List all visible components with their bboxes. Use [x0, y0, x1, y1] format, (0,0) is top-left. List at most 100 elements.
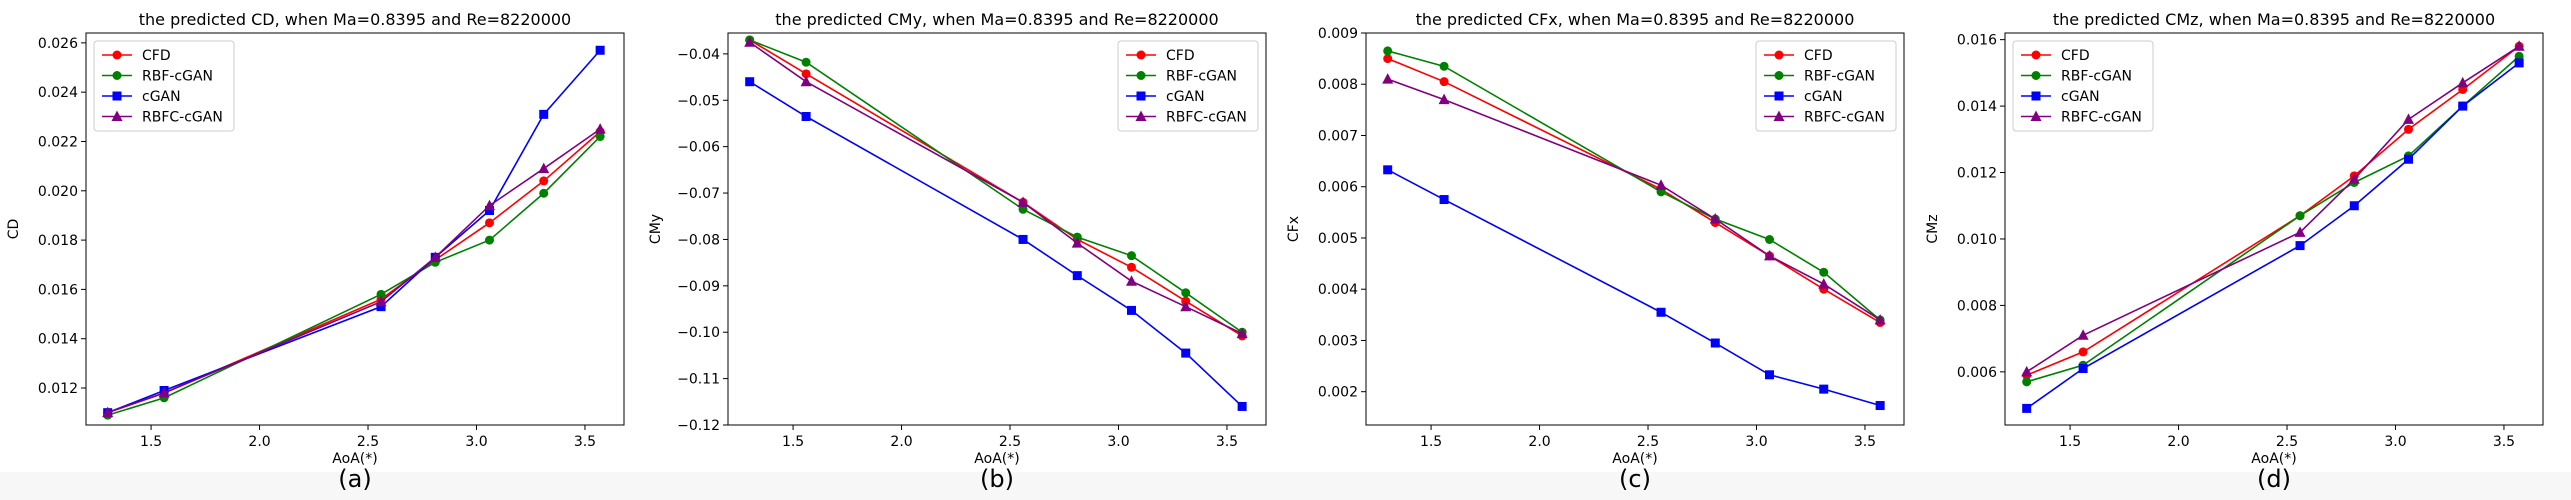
- y-tick-label: 0.022: [38, 134, 78, 150]
- x-tick-label: 2.5: [357, 434, 379, 450]
- data-point-rbf-cgan: [1765, 235, 1774, 245]
- data-point-cgan: [2349, 201, 2359, 211]
- panel-label: (b): [980, 465, 1014, 493]
- panel-label: (a): [338, 465, 371, 493]
- legend-label: CFD: [2061, 48, 2090, 64]
- legend-label: cGAN: [1166, 89, 1205, 105]
- legend-label: CFD: [142, 48, 171, 64]
- y-tick-label: −0.06: [677, 140, 720, 156]
- y-tick-label: 0.020: [38, 184, 78, 200]
- data-point-cgan: [1819, 384, 1829, 394]
- chart-panel-4: the predicted CMz, when Ma=0.8395 and Re…: [1925, 10, 2544, 493]
- data-point-rbfc-cgan: [1236, 327, 1248, 339]
- legend: CFD RBF-cGAN cGAN RBFC-cGAN: [93, 40, 235, 132]
- data-point-cfd: [2404, 124, 2413, 134]
- data-point-rbf-cgan: [1018, 204, 1028, 214]
- data-point-cfd: [2078, 347, 2088, 357]
- data-point-rbfc-cgan: [594, 123, 606, 134]
- data-point-rbfc-cgan: [1382, 73, 1394, 84]
- data-point-rbf-cgan: [2295, 211, 2305, 221]
- data-point-rbfc-cgan: [1180, 300, 1192, 312]
- panel-label: (d): [2257, 465, 2291, 493]
- legend-marker: [1136, 91, 1146, 101]
- data-point-cgan: [1018, 234, 1028, 244]
- legend-marker: [1136, 71, 1146, 80]
- data-point-cgan: [1656, 307, 1666, 317]
- legend-marker: [2031, 71, 2041, 80]
- chart-panel-2: the predicted CMy, when Ma=0.8395 and Re…: [648, 10, 1267, 493]
- data-point-cfd: [1439, 77, 1449, 87]
- legend-box: [2012, 40, 2154, 132]
- data-point-rbf-cgan: [801, 57, 811, 67]
- x-tick-label: 3.5: [1854, 434, 1876, 450]
- y-tick-label: 0.003: [1318, 333, 1358, 349]
- x-tick-label: 2.5: [2276, 434, 2298, 450]
- data-point-cgan: [485, 206, 494, 216]
- data-point-rbfc-cgan: [158, 386, 170, 398]
- data-point-rbfc-cgan: [375, 295, 387, 307]
- chart-title: the predicted CFx, when Ma=0.8395 and Re…: [1416, 10, 1855, 29]
- data-point-cfd: [1383, 54, 1393, 64]
- legend: CFD RBF-cGAN cGAN RBFC-cGAN: [1755, 40, 1897, 132]
- data-point-cgan: [2022, 403, 2032, 413]
- data-point-rbfc-cgan: [2077, 329, 2089, 340]
- legend-marker: [2030, 110, 2042, 121]
- legend-label: RBF-cGAN: [1804, 69, 1875, 85]
- y-tick-label: 0.024: [38, 85, 78, 101]
- data-point-rbfc-cgan: [1709, 213, 1721, 224]
- x-tick-label: 3.0: [1107, 434, 1129, 450]
- x-tick-label: 1.5: [782, 434, 804, 450]
- data-point-cgan: [539, 109, 549, 119]
- x-axis-label: AoA(*): [2251, 451, 2296, 467]
- legend-label: RBFC-cGAN: [2061, 110, 2142, 126]
- data-point-rbfc-cgan: [1126, 275, 1137, 286]
- legend-box: [1755, 40, 1897, 132]
- data-point-rbf-cgan: [1383, 46, 1393, 56]
- y-tick-label: 0.012: [1957, 166, 1997, 182]
- y-tick-label: −0.10: [677, 325, 720, 341]
- data-point-rbf-cgan: [1439, 61, 1449, 71]
- data-point-cgan: [1237, 401, 1247, 411]
- data-point-cgan: [1710, 338, 1720, 348]
- data-point-rbfc-cgan: [1818, 278, 1830, 289]
- y-axis-label: CFx: [1286, 216, 1302, 242]
- x-tick-label: 2.5: [1637, 434, 1659, 450]
- data-point-rbfc-cgan: [2294, 226, 2306, 237]
- data-point-cgan: [2078, 364, 2088, 374]
- y-tick-label: 0.006: [1957, 365, 1997, 381]
- legend-label: CFD: [1804, 48, 1833, 64]
- x-tick-label: 2.0: [248, 434, 270, 450]
- y-axis-label: CMy: [648, 214, 664, 244]
- y-tick-label: 0.010: [1957, 232, 1997, 248]
- legend-label: CFD: [1166, 48, 1195, 64]
- data-point-cfd: [1127, 262, 1136, 272]
- y-tick-label: 0.008: [1318, 77, 1358, 93]
- y-tick-label: −0.11: [677, 372, 720, 388]
- y-tick-label: −0.08: [677, 232, 720, 248]
- y-tick-label: 0.002: [1318, 385, 1358, 401]
- y-tick-label: 0.007: [1318, 128, 1358, 144]
- data-point-cfd: [801, 69, 811, 79]
- x-tick-label: 3.0: [2384, 434, 2406, 450]
- y-tick-label: 0.014: [1957, 99, 1997, 115]
- data-point-rbfc-cgan: [800, 75, 812, 87]
- data-point-rbf-cgan: [1181, 288, 1191, 298]
- x-tick-label: 3.0: [465, 434, 487, 450]
- data-point-rbf-cgan: [595, 132, 605, 142]
- y-tick-label: 0.018: [38, 233, 78, 249]
- data-point-cgan: [2514, 58, 2524, 68]
- data-point-rbfc-cgan: [2457, 76, 2469, 88]
- legend-label: cGAN: [142, 89, 181, 105]
- x-tick-label: 1.5: [1420, 434, 1442, 450]
- y-tick-label: 0.026: [38, 36, 78, 52]
- data-point-cgan: [1875, 401, 1885, 411]
- data-point-rbfc-cgan: [1071, 237, 1083, 248]
- x-tick-label: 2.0: [890, 434, 912, 450]
- y-tick-label: 0.006: [1318, 180, 1358, 196]
- x-tick-label: 3.5: [1216, 434, 1238, 450]
- data-point-cgan: [376, 302, 386, 312]
- legend-marker: [111, 110, 123, 121]
- x-tick-label: 3.5: [574, 434, 596, 450]
